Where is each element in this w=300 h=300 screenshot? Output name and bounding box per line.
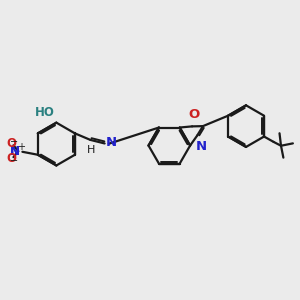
Text: HO: HO bbox=[35, 106, 55, 119]
Text: −: − bbox=[10, 156, 18, 166]
Text: +: + bbox=[17, 142, 25, 152]
Text: N: N bbox=[10, 145, 20, 158]
Text: O: O bbox=[188, 108, 199, 121]
Text: N: N bbox=[106, 136, 117, 149]
Text: −: − bbox=[10, 137, 18, 147]
Text: N: N bbox=[195, 140, 206, 153]
Text: H: H bbox=[87, 145, 95, 155]
Text: O: O bbox=[6, 137, 16, 150]
Text: N: N bbox=[10, 145, 20, 158]
Text: O: O bbox=[6, 152, 16, 165]
